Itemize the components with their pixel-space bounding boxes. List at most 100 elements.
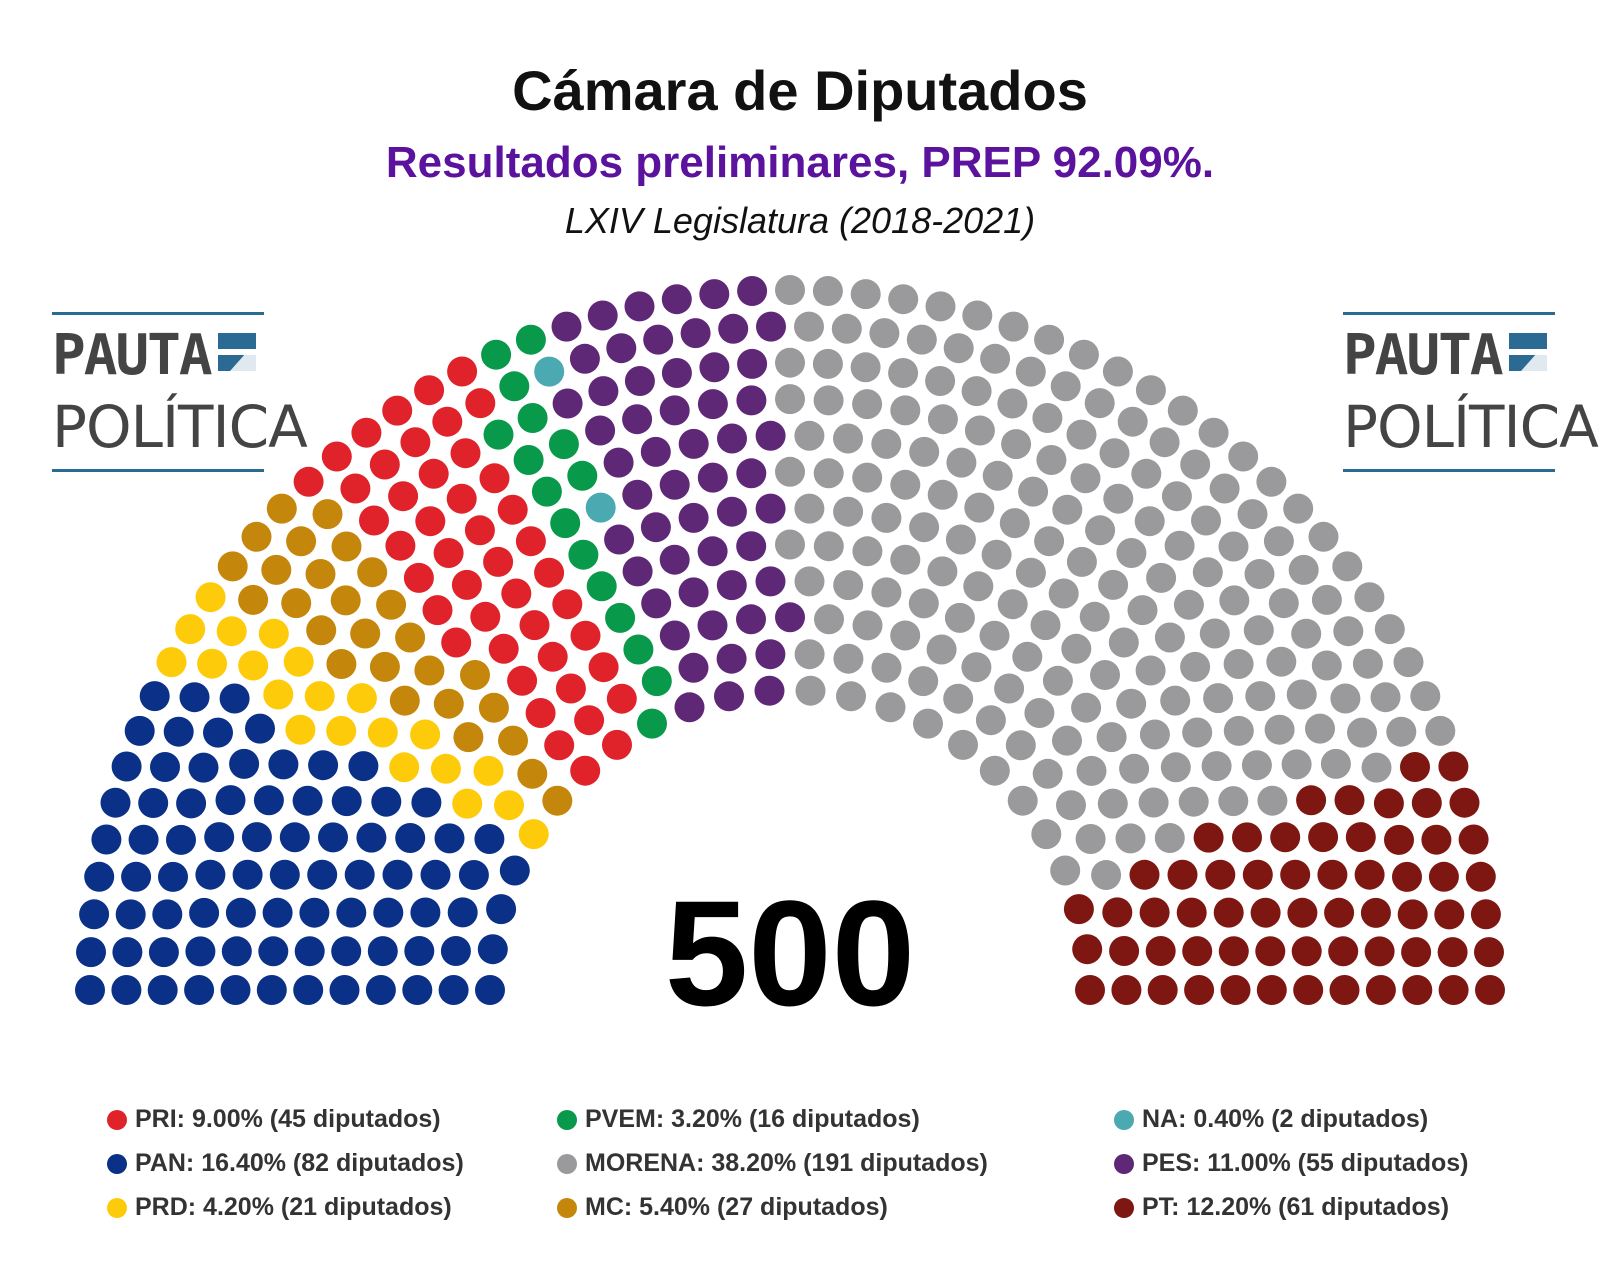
seat-pvem	[513, 445, 544, 475]
seat-pan	[185, 936, 216, 967]
seat-pan	[402, 975, 433, 1005]
seat-morena	[794, 639, 825, 670]
seat-pri	[450, 438, 481, 469]
seat-morena	[1066, 546, 1097, 577]
legend-item-pes: PES: 11.00% (55 diputados)	[1114, 1149, 1469, 1178]
seat-pt	[1184, 975, 1215, 1005]
seat-morena	[1370, 682, 1401, 713]
seat-pt	[1232, 822, 1262, 853]
seat-prd	[263, 679, 294, 710]
seat-pri	[293, 466, 324, 497]
seat-mc	[306, 615, 337, 646]
legend-item-morena: MORENA: 38.20% (191 diputados)	[557, 1149, 988, 1178]
seat-pan	[111, 975, 142, 1005]
seat-pri	[369, 449, 400, 480]
seat-morena	[1097, 788, 1128, 819]
seat-pri	[385, 530, 416, 561]
seat-morena	[814, 604, 844, 635]
seat-pt	[1458, 824, 1489, 855]
seat-morena	[981, 539, 1012, 570]
seat-morena	[1079, 601, 1110, 632]
seat-morena	[979, 755, 1010, 786]
seat-pri	[606, 683, 637, 714]
seat-pri	[501, 578, 532, 609]
seat-morena	[836, 681, 866, 712]
seat-pt	[1400, 752, 1430, 782]
seat-mc	[241, 521, 272, 552]
seat-pri	[400, 427, 431, 458]
seat-morena	[1052, 494, 1083, 525]
seat-prd	[494, 790, 524, 821]
seat-morena	[997, 589, 1028, 620]
legend-item-pri: PRI: 9.00% (45 diputados)	[107, 1105, 441, 1134]
seat-morena	[946, 447, 977, 478]
seat-pri	[488, 633, 519, 664]
seat-prd	[216, 616, 247, 647]
legend-swatch	[107, 1153, 127, 1174]
seat-pan	[204, 822, 235, 853]
seat-morena	[1256, 466, 1287, 497]
seat-pri	[382, 395, 413, 426]
seat-pt	[1449, 787, 1480, 818]
seat-pt	[1428, 861, 1459, 892]
seat-pan	[292, 785, 323, 816]
seat-pan	[166, 824, 196, 855]
seat-pan	[195, 859, 226, 890]
seat-morena	[1281, 749, 1312, 780]
seat-morena	[1056, 790, 1086, 821]
seat-morena	[1191, 505, 1221, 536]
seat-pes	[697, 610, 728, 641]
seat-pan	[438, 975, 469, 1005]
seat-morena	[888, 358, 919, 388]
seat-morena	[1075, 824, 1106, 854]
seat-morena	[906, 324, 937, 355]
seat-pan	[184, 975, 215, 1005]
seat-morena	[794, 420, 825, 451]
seat-pri	[446, 483, 477, 514]
seat-morena	[1001, 429, 1032, 460]
seat-pan	[344, 859, 375, 890]
logo-word-pauta: PAUTA	[52, 323, 213, 388]
seat-pt	[1280, 859, 1311, 890]
seat-pan	[189, 897, 220, 928]
seat-morena	[871, 577, 902, 608]
seat-pes	[755, 566, 786, 597]
seat-pvem	[531, 476, 562, 507]
seat-morena	[1203, 683, 1234, 714]
seat-pri	[388, 481, 419, 512]
seat-pan	[269, 859, 300, 890]
seat-pan	[139, 681, 170, 712]
seat-morena	[890, 544, 921, 575]
seat-morena	[1243, 615, 1274, 646]
seat-pt	[1402, 975, 1433, 1005]
seat-morena	[888, 284, 919, 315]
seat-morena	[1005, 730, 1036, 761]
seat-morena	[1192, 557, 1223, 588]
seat-morena	[1127, 595, 1158, 626]
seat-pes	[756, 311, 786, 342]
seat-pri	[403, 562, 434, 593]
seat-pan	[434, 823, 465, 854]
seat-pri	[433, 538, 464, 568]
legend-label: PES: 11.00% (55 diputados)	[1142, 1149, 1469, 1177]
seat-pt	[1324, 897, 1355, 928]
seat-morena	[1012, 641, 1043, 672]
seat-morena	[913, 708, 943, 739]
parliament-chart: 500	[75, 275, 1505, 1037]
seat-pri	[418, 458, 449, 489]
seat-morena	[1061, 633, 1092, 664]
seat-morena	[1332, 551, 1363, 582]
seat-morena	[1218, 786, 1249, 817]
seat-pes	[716, 570, 747, 601]
seat-pan	[382, 859, 413, 890]
seat-pri	[465, 388, 496, 419]
seat-pan	[163, 716, 194, 747]
seat-pes	[736, 531, 767, 562]
legend-item-pan: PAN: 16.40% (82 diputados)	[107, 1149, 464, 1178]
seat-pri	[340, 473, 371, 504]
seat-prd	[156, 647, 187, 678]
seat-morena	[1173, 589, 1204, 620]
seat-morena	[926, 634, 957, 665]
seat-morena	[794, 566, 825, 597]
seat-morena	[1244, 559, 1275, 589]
